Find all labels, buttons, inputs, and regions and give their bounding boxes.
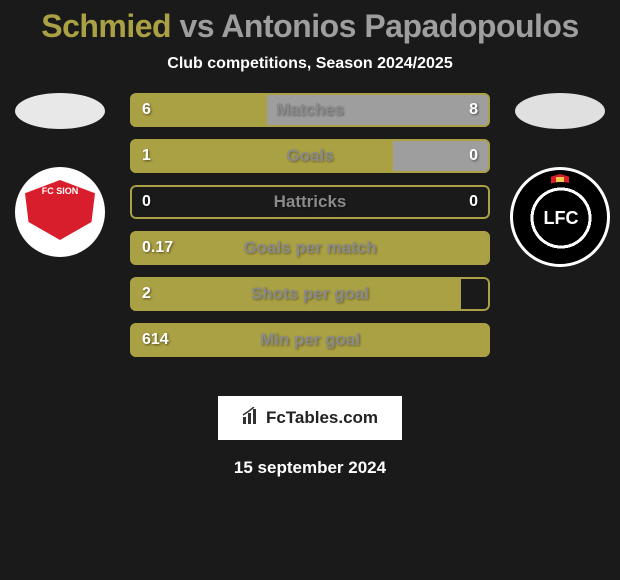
- stat-value-right: 0: [469, 193, 478, 211]
- sion-shield-icon: FC SION: [20, 172, 100, 252]
- right-club-badge: LFC: [510, 167, 610, 267]
- page-title: Schmied vs Antonios Papadopoulos: [0, 0, 620, 45]
- stat-value-left: 6: [142, 101, 151, 119]
- chart-icon: [242, 407, 262, 430]
- stat-value-right: 8: [469, 101, 478, 119]
- sion-text: FC SION: [42, 186, 79, 196]
- lugano-inner-ring: LFC: [525, 182, 597, 254]
- stat-label: Goals: [286, 146, 333, 166]
- stat-value-left: 614: [142, 331, 169, 349]
- stat-row-shots-per-goal: Shots per goal 2: [130, 277, 490, 311]
- right-player-oval: [515, 93, 605, 129]
- stat-row-min-per-goal: Min per goal 614: [130, 323, 490, 357]
- left-player-oval: [15, 93, 105, 129]
- stat-value-left: 0.17: [142, 239, 173, 257]
- subtitle: Club competitions, Season 2024/2025: [0, 55, 620, 73]
- bar-left-fill: [130, 139, 393, 173]
- stat-row-matches: Matches 6 8: [130, 93, 490, 127]
- title-left: Schmied: [41, 8, 179, 44]
- stat-value-left: 2: [142, 285, 151, 303]
- footer-site-badge[interactable]: FcTables.com: [218, 396, 402, 440]
- stat-row-goals-per-match: Goals per match 0.17: [130, 231, 490, 265]
- stat-label: Goals per match: [243, 238, 376, 258]
- title-right: vs Antonios Papadopoulos: [179, 8, 578, 44]
- lugano-text: LFC: [544, 208, 579, 229]
- left-club-badge: FC SION: [15, 167, 105, 257]
- stat-label: Hattricks: [274, 192, 347, 212]
- stat-value-left: 1: [142, 147, 151, 165]
- stat-label: Min per goal: [260, 330, 360, 350]
- stat-row-goals: Goals 1 0: [130, 139, 490, 173]
- left-player-area: FC SION: [8, 93, 112, 257]
- stat-value-right: 0: [469, 147, 478, 165]
- stat-row-hattricks: Hattricks 0 0: [130, 185, 490, 219]
- footer-site-text: FcTables.com: [266, 408, 378, 428]
- stats-bars: Matches 6 8 Goals 1 0 Hattricks 0 0 Goals per mat…: [130, 93, 490, 369]
- footer-date: 15 september 2024: [0, 458, 620, 478]
- stat-label: Shots per goal: [251, 284, 369, 304]
- right-player-area: LFC: [508, 93, 612, 267]
- stat-value-left: 0: [142, 193, 151, 211]
- stat-label: Matches: [276, 100, 344, 120]
